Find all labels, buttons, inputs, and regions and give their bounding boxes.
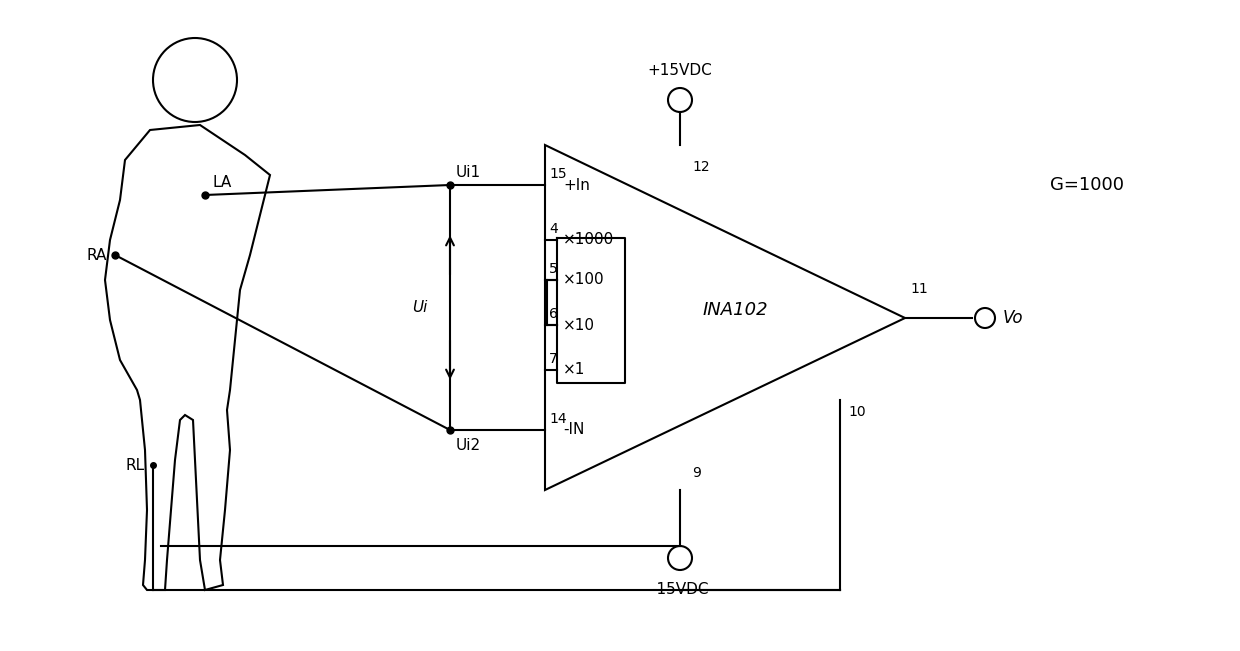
Text: +In: +In [563, 178, 590, 193]
Text: Ui2: Ui2 [456, 438, 481, 453]
Text: 9: 9 [692, 466, 701, 480]
Text: -15VDC: -15VDC [651, 582, 709, 597]
Text: 11: 11 [910, 282, 928, 296]
Text: +15VDC: +15VDC [647, 63, 712, 78]
Text: ×1000: ×1000 [563, 232, 614, 247]
Text: ×10: ×10 [563, 318, 595, 333]
Text: Ui1: Ui1 [456, 165, 481, 180]
Text: -IN: -IN [563, 422, 584, 437]
Text: Vo: Vo [1003, 309, 1023, 327]
Text: Ui: Ui [413, 299, 428, 314]
Text: 15: 15 [549, 167, 567, 181]
Text: 14: 14 [549, 412, 567, 426]
Text: RA: RA [87, 247, 107, 262]
Text: ×100: ×100 [563, 273, 605, 288]
Text: 4: 4 [549, 222, 558, 236]
Text: INA102: INA102 [702, 301, 768, 319]
Text: 7: 7 [549, 352, 558, 366]
Text: 5: 5 [549, 262, 558, 276]
Text: 6: 6 [549, 307, 558, 321]
Text: 10: 10 [848, 405, 866, 419]
Text: G=1000: G=1000 [1050, 176, 1123, 194]
Text: RL: RL [126, 458, 145, 473]
Text: ×1: ×1 [563, 363, 585, 378]
Text: LA: LA [213, 175, 232, 190]
Text: 12: 12 [692, 160, 709, 174]
